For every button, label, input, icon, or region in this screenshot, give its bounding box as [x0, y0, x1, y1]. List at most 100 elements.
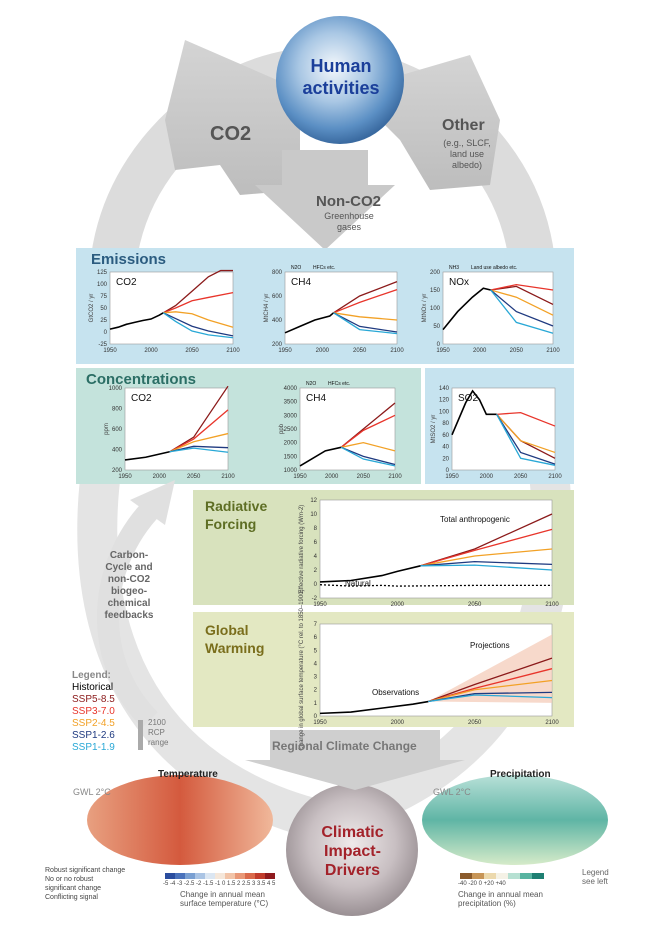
precip-title: Precipitation — [490, 769, 551, 780]
ylabel-5: MtSO2 / yr — [431, 415, 437, 444]
xtick-7-1: 2000 — [391, 720, 405, 726]
precip-gwl: GWL 2°C — [433, 787, 471, 797]
series-2-ssp1-1-9 — [490, 289, 554, 334]
series-3-historical — [124, 450, 170, 461]
precip-scale: -40 -20 0 +20 +40 — [458, 881, 506, 887]
ytick-7-6: 1 — [314, 701, 318, 707]
ytick-4-6: 1000 — [284, 468, 298, 474]
xtick-6-0: 1950 — [313, 602, 327, 608]
ytick-5-7: 0 — [446, 468, 450, 474]
xtick-6-2: 2050 — [468, 602, 482, 608]
feedbacks-label: Carbon-Cycle and non-CO2 biogeo-chemical… — [104, 550, 154, 621]
series-6-ssp3-7-0 — [420, 528, 553, 567]
chart-label-5: SO2 — [458, 393, 478, 404]
ytick-7-7: 0 — [314, 714, 318, 720]
series-6-ssp2-4-5 — [420, 548, 553, 567]
ytick-5-5: 40 — [442, 445, 449, 451]
series-2-ssp2-4-5 — [490, 289, 554, 316]
radiative-title: Radiative Forcing — [205, 498, 268, 532]
series-7-ssp1-1-9 — [428, 694, 553, 703]
series-3-ssp3-7-0 — [169, 409, 229, 453]
xtick-3-0: 1950 — [118, 474, 132, 480]
ytick-3-4: 200 — [112, 468, 123, 474]
ytick-7-3: 4 — [314, 661, 318, 667]
series-0-ssp5-8-5 — [162, 269, 233, 314]
chart-frame-3 — [124, 387, 229, 471]
feedback-arrow — [96, 491, 168, 728]
precip-legend-note: Legend see left — [582, 868, 609, 886]
legend-item-ssp1-1-9: SSP1-1.9 — [72, 742, 115, 753]
ylabel-3: ppm — [104, 423, 110, 435]
ylabel-6: Effective radiative forcing (Wm-2) — [299, 505, 305, 594]
map-legend-conflicting: Conflicting signal — [45, 894, 98, 901]
ytick-0-5: 0 — [104, 330, 108, 336]
ytick-3-3: 400 — [112, 448, 123, 454]
series-5-ssp2-4-5 — [496, 413, 556, 454]
annot-observations: Observations — [372, 688, 419, 697]
annot-projections: Projections — [470, 641, 510, 650]
ytick-1-2: 400 — [272, 318, 283, 324]
ytick-5-4: 60 — [442, 433, 449, 439]
ytick-4-2: 3000 — [284, 413, 298, 419]
ytick-6-6: 0 — [314, 582, 318, 588]
series-1-ssp2-4-5 — [333, 312, 398, 321]
series-4-ssp2-4-5 — [341, 441, 396, 452]
temperature-map — [87, 775, 273, 865]
stack-label-4-1: HFCs etc. — [328, 381, 350, 387]
map-significance-legend: Robust significant change No or no robus… — [45, 866, 125, 902]
series-7-historical — [319, 700, 429, 715]
stack-label-4-0: N2O — [306, 381, 316, 387]
ytick-7-0: 7 — [314, 622, 318, 628]
series-2-ssp3-7-0 — [490, 283, 554, 291]
series-1-ssp1-2-6 — [333, 312, 398, 333]
series-6-ssp1-1-9 — [420, 564, 553, 571]
xtick-4-1: 2000 — [325, 474, 339, 480]
ylabel-4: ppb — [279, 423, 285, 434]
xtick-6-3: 2100 — [545, 602, 559, 608]
precip-caption: Change in annual mean precipitation (%) — [458, 890, 543, 908]
xtick-7-2: 2050 — [468, 720, 482, 726]
ytick-7-2: 5 — [314, 648, 318, 654]
series-1-historical — [284, 312, 335, 334]
xtick-0-0: 1950 — [103, 348, 117, 354]
xtick-5-1: 2000 — [480, 474, 494, 480]
ytick-2-3: 50 — [433, 324, 440, 330]
ytick-0-3: 50 — [100, 306, 107, 312]
ytick-5-6: 20 — [442, 456, 449, 462]
series-1-ssp1-1-9 — [333, 312, 398, 335]
climatic-impact-label: Climatic Impact-Drivers — [321, 824, 384, 879]
precipitation-map — [422, 775, 608, 865]
legend-item-ssp1-2-6: SSP1-2.6 — [72, 730, 115, 741]
concentrations-title: Concentrations — [86, 371, 197, 388]
ytick-7-1: 6 — [314, 635, 318, 641]
series-2-ssp1-2-6 — [490, 289, 554, 327]
stack-label-1-1: HFCs etc. — [313, 265, 335, 271]
series-0-ssp1-2-6 — [163, 312, 234, 337]
ytick-4-3: 2500 — [284, 427, 298, 433]
chart-label-4: CH4 — [306, 393, 326, 404]
xtick-0-3: 2100 — [226, 348, 240, 354]
ytick-1-3: 200 — [272, 342, 283, 348]
ytick-6-7: -2 — [312, 596, 318, 602]
scenario-legend: Legend: Historical SSP5-8.5 SSP3-7.0 SSP2-4… — [72, 670, 115, 754]
xtick-4-3: 2100 — [388, 474, 402, 480]
ytick-6-5: 2 — [314, 568, 318, 574]
xtick-7-3: 2100 — [545, 720, 559, 726]
ytick-6-4: 4 — [314, 554, 318, 560]
series-4-ssp3-7-0 — [340, 414, 396, 448]
temperature-gwl: GWL 2°C — [73, 787, 111, 797]
ytick-6-0: 12 — [310, 498, 317, 504]
chart-frame-5 — [451, 387, 556, 471]
ytick-7-4: 3 — [314, 675, 318, 681]
ytick-5-0: 140 — [439, 386, 450, 392]
chart-label-3: CO2 — [131, 393, 152, 404]
ytick-5-3: 80 — [442, 421, 449, 427]
other-arrow-label: Other — [442, 117, 485, 134]
ytick-2-4: 0 — [437, 342, 441, 348]
series-3-ssp1-1-9 — [169, 447, 229, 453]
series-5-ssp1-2-6 — [496, 414, 556, 465]
chart-label-2: NOx — [449, 277, 469, 288]
ytick-2-1: 150 — [430, 288, 441, 294]
ytick-6-1: 10 — [310, 512, 317, 518]
